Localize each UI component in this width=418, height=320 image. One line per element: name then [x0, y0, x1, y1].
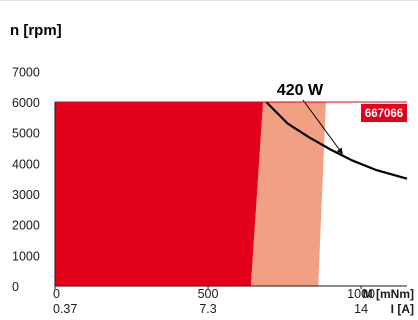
y-tick-label: 6000	[12, 96, 40, 110]
x-axis-sub-unit-label: I [A]	[391, 302, 414, 316]
power-curve-group: 420 W	[265, 82, 408, 180]
power-arrow-line	[302, 99, 344, 155]
y-tick-label: 7000	[12, 65, 40, 79]
continuous-operation-region	[55, 102, 264, 286]
x-axis-unit-label: M [mNm]	[363, 287, 414, 301]
x-tick-sublabel: 0.37	[53, 302, 77, 316]
y-tick-label: 1000	[12, 249, 40, 263]
power-curve-label: 420 W	[277, 82, 324, 99]
power-arrow-head	[336, 147, 343, 155]
x-tick-label: 500	[198, 287, 219, 301]
top-divider	[0, 0, 418, 1]
y-axis-title: n [rpm]	[10, 22, 62, 39]
y-tick-label: 2000	[12, 219, 40, 233]
badge-label: 667066	[365, 108, 403, 120]
x-tick-sublabel: 7.3	[199, 302, 216, 316]
badge-background	[361, 104, 407, 122]
y-tick-label: 0	[12, 280, 19, 294]
operating-regions: 667066	[55, 102, 407, 286]
y-tick-label: 3000	[12, 188, 40, 202]
axes	[54, 101, 407, 287]
y-tick-label: 5000	[12, 127, 40, 141]
power-curve-line	[265, 101, 408, 180]
x-tick-label: 1000	[347, 287, 375, 301]
y-tick-label: 4000	[12, 157, 40, 171]
x-tick-sublabel: 14	[354, 302, 368, 316]
x-tick-label: 0	[53, 287, 60, 301]
short-term-operation-region	[250, 102, 326, 286]
